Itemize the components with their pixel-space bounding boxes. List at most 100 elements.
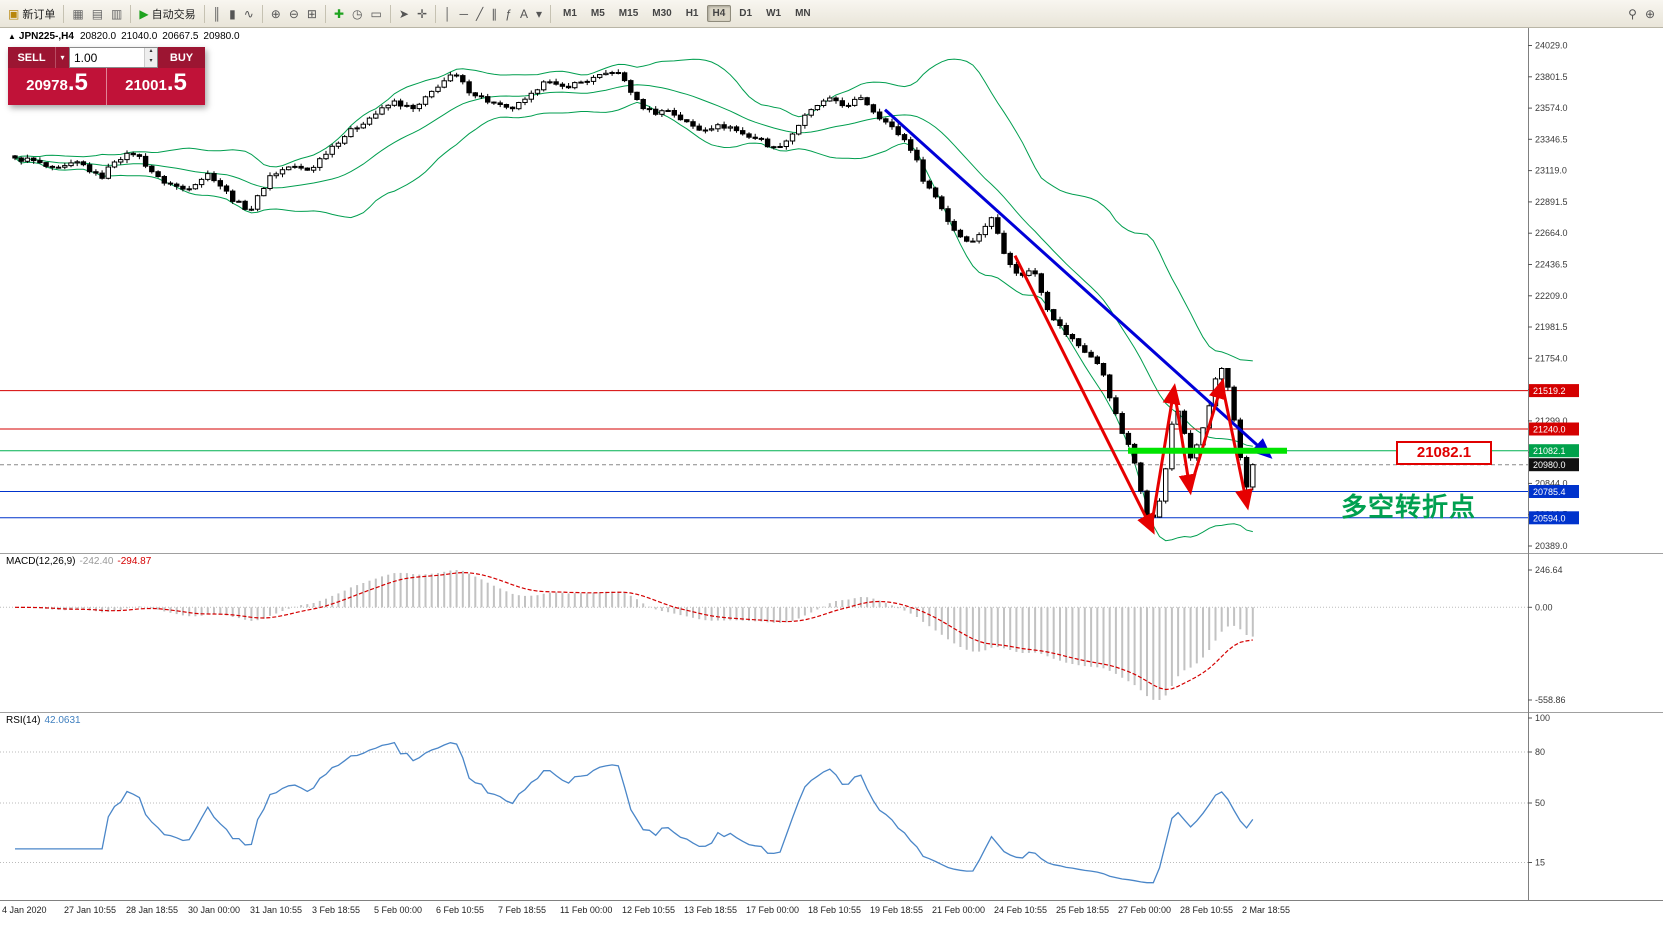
svg-text:21754.0: 21754.0	[1535, 353, 1568, 363]
time-axis: 4 Jan 2020 27 Jan 10:55 28 Jan 18:55 30 Jan…	[0, 900, 1663, 952]
ohlc-close: 20980.0	[203, 31, 240, 42]
buy-price[interactable]: 21001.5	[107, 68, 205, 105]
zoom-out-icon[interactable]: ⊖	[285, 6, 303, 22]
candlestick-chart-icon[interactable]: ▮	[225, 6, 240, 22]
time-label: 6 Feb 10:55	[436, 905, 485, 915]
sell-price-main: 20978	[26, 77, 68, 94]
timeframe-w1[interactable]: W1	[766, 8, 782, 19]
svg-text:23119.0: 23119.0	[1535, 166, 1567, 176]
vertical-line-icon: │	[444, 6, 452, 21]
tile-windows-icon[interactable]: ⊞	[303, 6, 321, 22]
one-click-trading-panel: SELL ▾ ▴ ▾ BUY 20978.5 21001.5	[8, 47, 205, 105]
svg-text:-558.86: -558.86	[1535, 695, 1566, 705]
channel-icon[interactable]: ∥	[487, 6, 501, 22]
ohlc-open: 20820.0	[79, 31, 117, 42]
rsi-panel-svg[interactable]: 100 80 50 15	[0, 712, 1663, 900]
time-label: 13 Feb 18:55	[684, 905, 738, 915]
timeframe-h4[interactable]: H4	[706, 5, 732, 22]
svg-text:15: 15	[1535, 858, 1545, 868]
main-chart-svg[interactable]: 24029.0 23801.5 23574.0 23346.5 23119.0 22891…	[0, 28, 1663, 553]
auto-trading-button-label: 自动交易	[151, 8, 196, 21]
svg-text:23346.5: 23346.5	[1535, 134, 1568, 144]
fibonacci-icon[interactable]: ƒ	[501, 6, 516, 22]
charts-window-icon: ▦	[72, 6, 84, 21]
crosshair-icon[interactable]: ✛	[413, 6, 431, 22]
svg-text:20844.0: 20844.0	[1535, 478, 1568, 488]
toolbar-separator	[389, 4, 391, 23]
time-label: 4 Jan 2020	[2, 905, 47, 915]
timeframe-h1[interactable]: H1	[685, 8, 699, 19]
svg-text:22664.0: 22664.0	[1535, 228, 1568, 238]
symbol-ohlc: 20820.0 21040.0 20667.5 20980.0	[80, 31, 245, 42]
time-label: 28 Jan 18:55	[126, 905, 179, 915]
time-label: 19 Feb 18:55	[870, 905, 924, 915]
timeframe-m30[interactable]: M30	[652, 8, 672, 19]
symbol-info: ▲ JPN225-,H4 20820.0 21040.0 20667.5 20980.0	[8, 31, 245, 42]
svg-text:0.00: 0.00	[1535, 602, 1553, 612]
timeframe-m5[interactable]: M5	[590, 8, 605, 19]
main-toolbar: ▣ 新订单 ▦ ▤ ▥ ▶ 自动交易 ║ ▮ ∿ ⊕ ⊖ ⊞ ✚ ◷ ▭ ➤ ✛ │ ─ ╱ ∥ ƒ A ▾ M1 M5 M15 M3…	[0, 0, 1663, 28]
channel-icon: ∥	[491, 6, 498, 21]
lot-decrease-button[interactable]: ▾	[145, 57, 157, 67]
toolbar-left-group: ▣ 新订单 ▦ ▤ ▥ ▶ 自动交易 ║ ▮ ∿ ⊕ ⊖ ⊞ ✚ ◷ ▭ ➤ ✛ │ ─ ╱ ∥ ƒ A ▾	[4, 4, 555, 24]
time-label: 27 Jan 10:55	[64, 905, 117, 915]
new-order-button[interactable]: ▣ 新订单	[4, 4, 59, 24]
time-label: 5 Feb 00:00	[374, 905, 423, 915]
arrow-objects-dropdown[interactable]: ▾	[532, 6, 546, 22]
svg-text:100: 100	[1535, 713, 1550, 723]
time-label: 31 Jan 10:55	[250, 905, 303, 915]
svg-text:22891.5: 22891.5	[1535, 197, 1568, 207]
expand-chart-icon[interactable]: ⊕	[1641, 6, 1659, 22]
vertical-line-icon[interactable]: │	[440, 6, 456, 22]
market-watch-icon[interactable]: ▤	[88, 6, 107, 22]
bar-chart-icon[interactable]: ║	[209, 6, 226, 22]
indicators-icon[interactable]: ✚	[330, 6, 348, 22]
macd-signal-value: -294.87	[117, 556, 152, 567]
cursor-icon: ➤	[398, 6, 409, 21]
sell-price[interactable]: 20978.5	[8, 68, 107, 105]
lot-input[interactable]	[70, 48, 144, 67]
timeframe-m15[interactable]: M15	[618, 8, 639, 19]
charts-window-icon[interactable]: ▦	[68, 6, 87, 22]
buy-price-frac: .5	[166, 69, 187, 96]
toolbar-separator	[549, 4, 551, 23]
macd-panel-svg[interactable]: 246.64 0.00 -558.86	[0, 553, 1663, 712]
order-type-dropdown[interactable]: ▾	[55, 47, 69, 68]
fibonacci-icon: ƒ	[505, 6, 512, 21]
svg-text:20594.0: 20594.0	[1533, 513, 1566, 523]
text-label-icon[interactable]: A	[516, 6, 532, 22]
svg-text:21981.5: 21981.5	[1535, 322, 1568, 332]
sell-button[interactable]: SELL	[8, 47, 55, 68]
auto-trading-button[interactable]: ▶ 自动交易	[135, 4, 199, 24]
time-label: 27 Feb 00:00	[1118, 905, 1172, 915]
timeframe-d1[interactable]: D1	[739, 8, 753, 19]
time-label: 12 Feb 10:55	[622, 905, 676, 915]
rsi-indicator-label: RSI(14) 42.0631	[6, 715, 81, 726]
market-watch-icon: ▤	[91, 6, 104, 21]
symbol-collapse-icon[interactable]: ▲	[8, 32, 16, 41]
zoom-chart-icon[interactable]: ⚲	[1624, 6, 1641, 22]
buy-button[interactable]: BUY	[158, 47, 205, 68]
svg-text:246.64: 246.64	[1535, 565, 1563, 575]
toolbar-separator	[63, 4, 65, 23]
sell-price-frac: .5	[67, 69, 88, 96]
timeframe-m1[interactable]: M1	[562, 8, 577, 19]
horizontal-line-icon[interactable]: ─	[456, 6, 473, 22]
toolbar-right-group: ⚲ ⊕	[1624, 6, 1659, 22]
svg-text:24029.0: 24029.0	[1535, 41, 1568, 51]
lot-increase-button[interactable]: ▴	[145, 48, 157, 58]
periods-dropdown[interactable]: ◷	[348, 6, 366, 22]
turning-point-note: 多空转折点	[1341, 492, 1477, 522]
templates-icon[interactable]: ▭	[367, 6, 386, 22]
navigator-icon[interactable]: ▥	[107, 6, 126, 22]
line-chart-icon[interactable]: ∿	[240, 6, 258, 22]
tile-windows-icon: ⊞	[306, 6, 317, 21]
timeframe-mn[interactable]: MN	[795, 8, 811, 19]
new-order-icon: ▣	[8, 6, 20, 21]
time-label: 28 Feb 10:55	[1180, 905, 1234, 915]
cursor-icon[interactable]: ➤	[395, 6, 413, 22]
trendline-icon[interactable]: ╱	[472, 6, 487, 22]
time-label: 3 Feb 18:55	[312, 905, 361, 915]
zoom-in-icon[interactable]: ⊕	[267, 6, 285, 22]
